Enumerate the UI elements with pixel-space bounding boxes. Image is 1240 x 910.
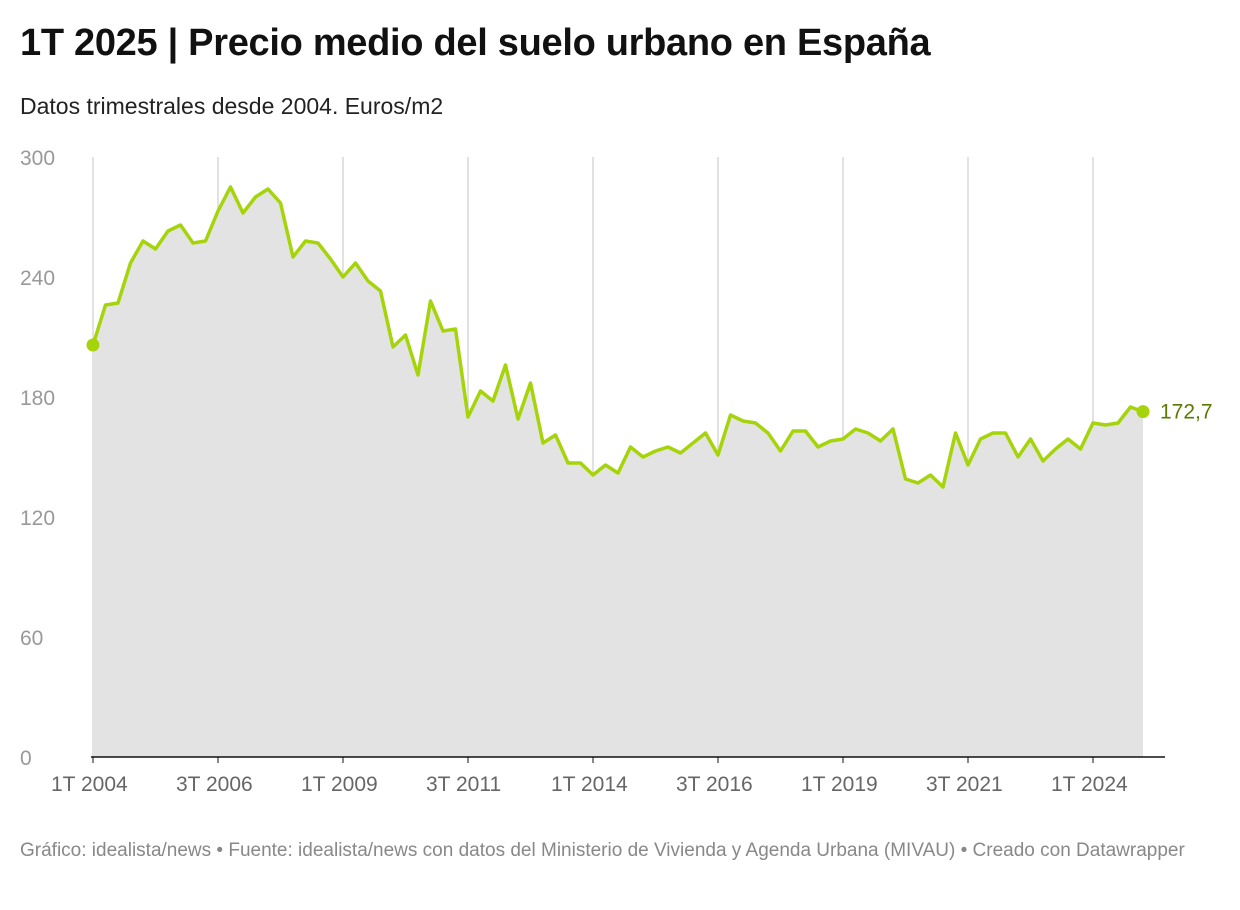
x-tick-label: 1T 2009 (301, 773, 378, 796)
series-line-layer (86, 185, 1150, 489)
x-tick-label: 3T 2021 (926, 773, 1003, 796)
x-tick-label: 3T 2006 (176, 773, 253, 796)
x-tick-label: 3T 2011 (426, 773, 501, 796)
x-tick-label: 1T 2004 (51, 773, 128, 796)
area-fill (93, 187, 1143, 757)
area-fill-layer (93, 187, 1143, 757)
labels: 1T 2004 3T 2006 1T 2009 3T 2011 1T 2014 3T 20… (20, 147, 1213, 796)
x-tick-label: 1T 2019 (801, 773, 878, 796)
last-value-label: 172,7 (1160, 401, 1213, 424)
x-tick-label: 1T 2014 (551, 773, 628, 796)
end-point-marker (1136, 405, 1150, 419)
chart-title: 1T 2025 | Precio medio del suelo urbano … (20, 22, 931, 64)
chart-area: 1T 2004 3T 2006 1T 2009 3T 2011 1T 2014 3T 20… (20, 147, 1213, 796)
x-tick-label: 1T 2024 (1051, 773, 1128, 796)
y-tick-label: 60 (20, 627, 43, 650)
chart-footer: Gráfico: idealista/news • Fuente: ideali… (20, 840, 1185, 861)
series-line (91, 185, 1145, 489)
y-tick-label: 300 (20, 147, 55, 170)
chart-subtitle: Datos trimestrales desde 2004. Euros/m2 (20, 93, 444, 119)
x-tick-label: 3T 2016 (676, 773, 753, 796)
y-tick-label: 180 (20, 387, 55, 410)
y-tick-label: 240 (20, 267, 55, 290)
y-tick-label: 120 (20, 507, 55, 530)
y-tick-label: 0 (20, 747, 32, 770)
start-point-marker (86, 338, 100, 352)
axes (91, 756, 1165, 763)
